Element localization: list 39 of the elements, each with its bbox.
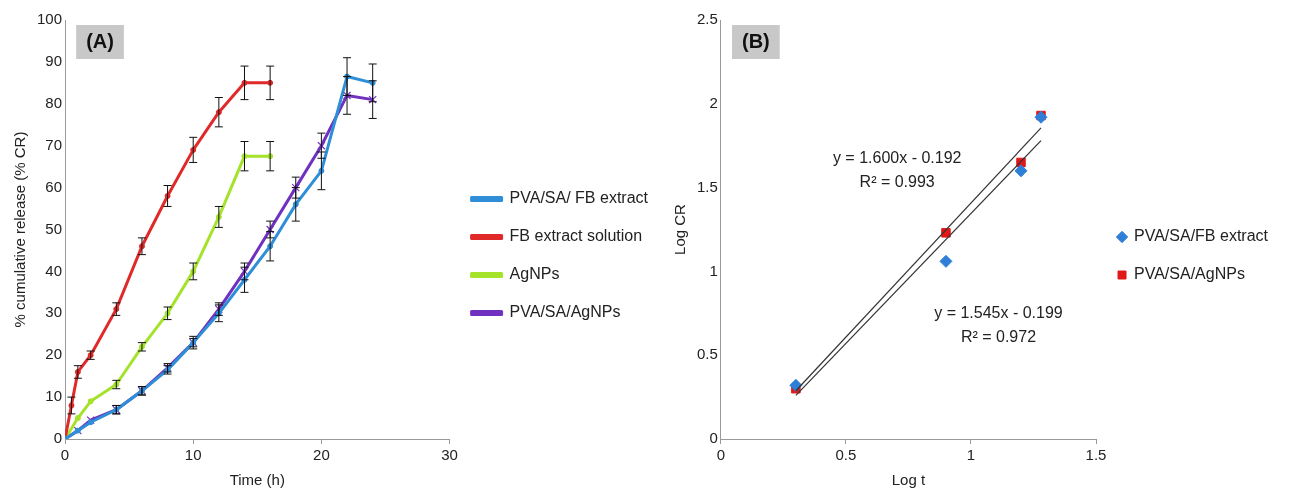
legend-label: PVA/SA/AgNPs: [1134, 265, 1245, 283]
y-tick-label: 20: [45, 345, 63, 363]
x-tick-label: 1: [966, 446, 976, 464]
y-tick-label: 90: [45, 52, 63, 70]
x-axis-title: Time (h): [229, 471, 285, 489]
legend-label: PVA/SA/FB extract: [1134, 227, 1269, 245]
y-tick-label: 2.5: [696, 10, 718, 28]
y-axis-title: Log CR: [671, 203, 689, 255]
y-tick-label: 10: [45, 387, 63, 405]
y-tick-label: 100: [37, 10, 63, 28]
y-tick-label: 0: [53, 429, 63, 447]
y-axis-title: % cumulative release (% CR): [11, 131, 29, 328]
annotation: y = 1.600x - 0.192: [832, 148, 962, 166]
y-tick-label: 40: [45, 261, 63, 279]
y-tick-label: 70: [45, 135, 63, 153]
x-axis-title: Log t: [891, 471, 926, 489]
x-tick-label: 1.5: [1085, 446, 1107, 464]
y-tick-label: 80: [45, 93, 63, 111]
x-tick-label: 10: [184, 446, 202, 464]
annotation: R² = 0.993: [859, 172, 935, 190]
y-tick-label: 1: [709, 261, 718, 279]
y-tick-label: 30: [45, 303, 63, 321]
legend-label: FB extract solution: [509, 227, 643, 245]
y-tick-label: 1.5: [696, 177, 718, 195]
annotation: (B): [741, 29, 770, 52]
x-tick-label: 20: [313, 446, 330, 464]
y-tick-label: 60: [45, 177, 63, 195]
y-tick-label: 50: [45, 219, 63, 237]
annotation: (A): [86, 29, 114, 52]
legend-label: AgNPs: [509, 265, 560, 283]
y-tick-label: 0.5: [696, 345, 718, 363]
legend-label: PVA/SA/AgNPs: [509, 303, 621, 321]
x-tick-label: 0.5: [835, 446, 857, 464]
y-tick-label: 0: [709, 429, 718, 447]
annotation: R² = 0.972: [960, 327, 1037, 345]
y-tick-label: 2: [709, 93, 718, 111]
annotation: y = 1.545x - 0.199: [934, 303, 1063, 321]
legend-label: PVA/SA/ FB extract: [509, 189, 649, 207]
x-tick-label: 30: [441, 446, 458, 464]
